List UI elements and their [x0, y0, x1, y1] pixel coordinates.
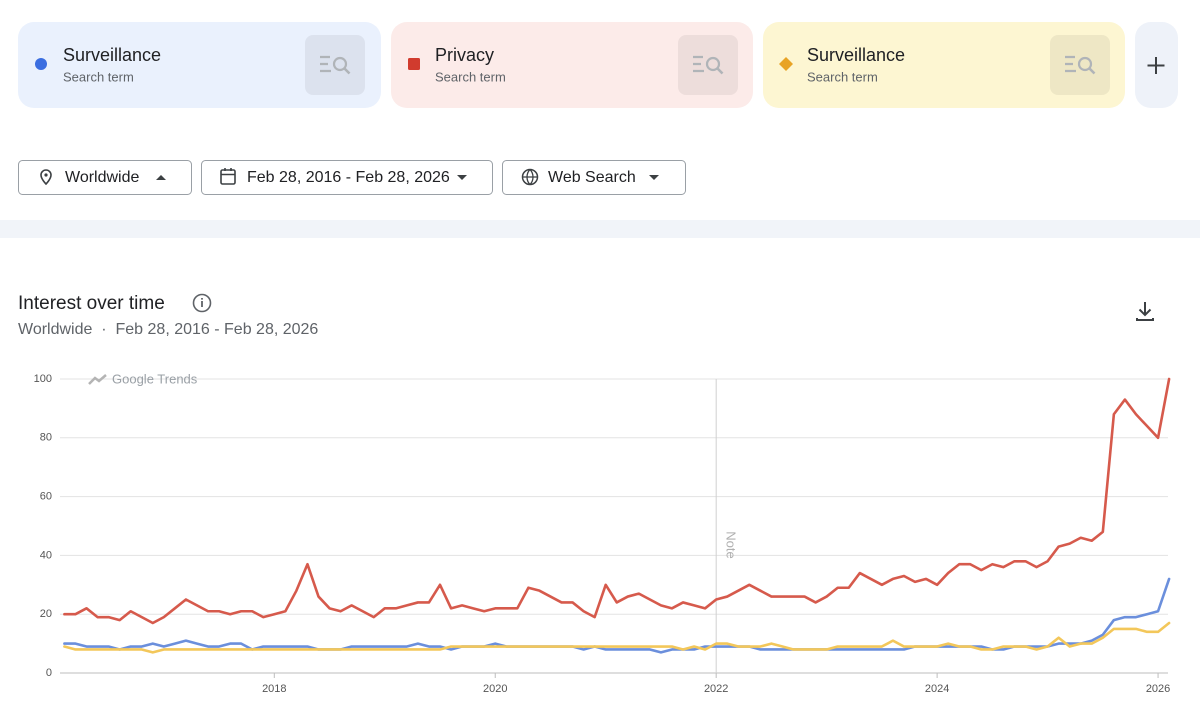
- term-marker: [779, 57, 793, 71]
- plus-icon: [1147, 57, 1165, 74]
- pin-icon: [40, 169, 52, 186]
- y-tick-label: 20: [40, 608, 52, 620]
- compare-icon: [1065, 55, 1076, 73]
- term-marker: [408, 58, 420, 70]
- compare-icon: [716, 67, 724, 75]
- compare-icon: [343, 67, 351, 75]
- annotation-label: Note: [724, 531, 739, 558]
- x-tick-label: 2024: [925, 683, 949, 695]
- chart-title: Interest over time: [18, 293, 165, 314]
- series-line: [63, 577, 1171, 654]
- date-range-label: Feb 28, 2016 - Feb 28, 2026: [247, 169, 450, 186]
- location-label: Worldwide: [65, 169, 140, 186]
- calendar-icon: [220, 169, 236, 185]
- calendar-icon-lines: [221, 168, 235, 176]
- globe-icon-lines: [522, 169, 538, 185]
- chart-subtitle: Worldwide · Feb 28, 2016 - Feb 28, 2026: [18, 321, 318, 338]
- compare-icon: [320, 55, 331, 73]
- term-card[interactable]: [763, 22, 1125, 108]
- watermark: Google Trends: [112, 371, 198, 386]
- x-tick-label: 2020: [483, 683, 507, 695]
- pin-icon-dot: [44, 173, 48, 177]
- download-button[interactable]: [1136, 302, 1154, 321]
- compare-icon: [1077, 56, 1093, 72]
- term-name: Surveillance: [63, 45, 161, 65]
- x-tick-label: 2026: [1146, 683, 1170, 695]
- term-kind: Search term: [807, 69, 878, 84]
- caret-up: [156, 175, 166, 180]
- section-divider: [0, 220, 1200, 238]
- y-tick-label: 0: [46, 667, 52, 679]
- compare-icon: [332, 56, 348, 72]
- caret-down: [457, 175, 467, 180]
- term-card[interactable]: [18, 22, 381, 108]
- compare-icon: [693, 55, 704, 73]
- watermark-icon: [88, 374, 107, 385]
- compare-icon: [1088, 67, 1096, 75]
- x-tick-label: 2018: [262, 683, 286, 695]
- date-filter[interactable]: [201, 160, 493, 195]
- caret-down: [649, 175, 659, 180]
- compare-icon: [705, 56, 721, 72]
- term-kind: Search term: [63, 69, 134, 84]
- y-tick-label: 100: [34, 373, 52, 385]
- y-tick-label: 60: [40, 491, 52, 503]
- series-line: [63, 377, 1171, 625]
- property-label: Web Search: [548, 169, 636, 186]
- y-tick-label: 80: [40, 432, 52, 444]
- property-filter[interactable]: [502, 160, 686, 195]
- term-name: Privacy: [435, 45, 494, 65]
- term-marker: [35, 58, 47, 70]
- x-tick-label: 2022: [704, 683, 728, 695]
- term-kind: Search term: [435, 69, 506, 84]
- term-card[interactable]: [391, 22, 753, 108]
- series-line: [63, 621, 1171, 654]
- location-filter[interactable]: [18, 160, 192, 195]
- info-icon[interactable]: [192, 293, 212, 313]
- term-name: Surveillance: [807, 45, 905, 65]
- y-tick-label: 40: [40, 549, 52, 561]
